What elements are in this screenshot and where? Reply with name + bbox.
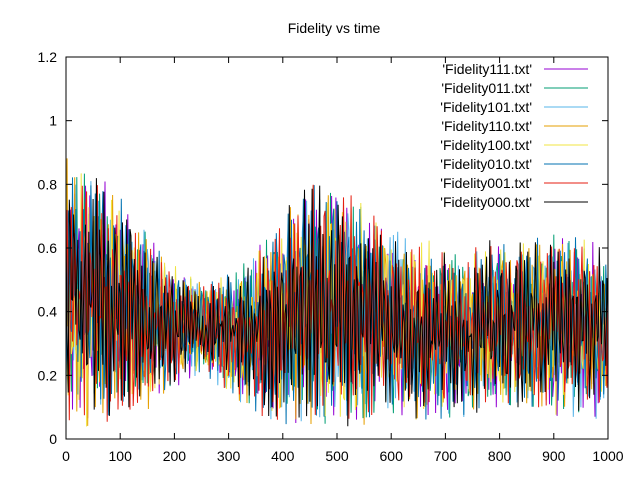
x-tick-label: 400 xyxy=(271,448,295,464)
legend-label: 'Fidelity111.txt' xyxy=(442,61,532,77)
x-tick-label: 1000 xyxy=(592,448,623,464)
chart-title: Fidelity vs time xyxy=(288,20,381,36)
y-tick-label: 0.2 xyxy=(38,367,58,383)
y-tick-label: 0.4 xyxy=(38,304,58,320)
x-tick-label: 100 xyxy=(109,448,133,464)
x-tick-label: 0 xyxy=(62,448,70,464)
legend-label: 'Fidelity101.txt' xyxy=(440,99,532,115)
legend-label: 'Fidelity001.txt' xyxy=(440,175,532,191)
series-line-7 xyxy=(65,178,609,427)
x-tick-label: 700 xyxy=(434,448,458,464)
x-tick-label: 300 xyxy=(217,448,241,464)
y-tick-label: 0.8 xyxy=(38,176,58,192)
y-tick-label: 0 xyxy=(49,431,57,447)
plot-area xyxy=(65,158,609,427)
x-tick-label: 600 xyxy=(380,448,404,464)
legend: 'Fidelity111.txt' 'Fidelity011.txt' 'Fidel… xyxy=(440,61,588,210)
legend-label: 'Fidelity000.txt' xyxy=(440,194,532,210)
x-tick-label: 900 xyxy=(542,448,566,464)
x-tick-label: 200 xyxy=(163,448,187,464)
legend-label: 'Fidelity011.txt' xyxy=(441,80,532,96)
y-tick-label: 0.6 xyxy=(38,240,58,256)
axes: 0 100 200 300 400 500 600 700 800 900 1000 0 0.2 0.4 0… xyxy=(38,49,624,464)
y-tick-label: 1.2 xyxy=(38,49,58,65)
x-tick-label: 800 xyxy=(488,448,512,464)
y-tick-label: 1 xyxy=(49,113,57,129)
legend-label: 'Fidelity110.txt' xyxy=(441,118,532,134)
legend-label: 'Fidelity100.txt' xyxy=(440,137,532,153)
x-tick-label: 500 xyxy=(325,448,349,464)
legend-label: 'Fidelity010.txt' xyxy=(440,156,532,172)
